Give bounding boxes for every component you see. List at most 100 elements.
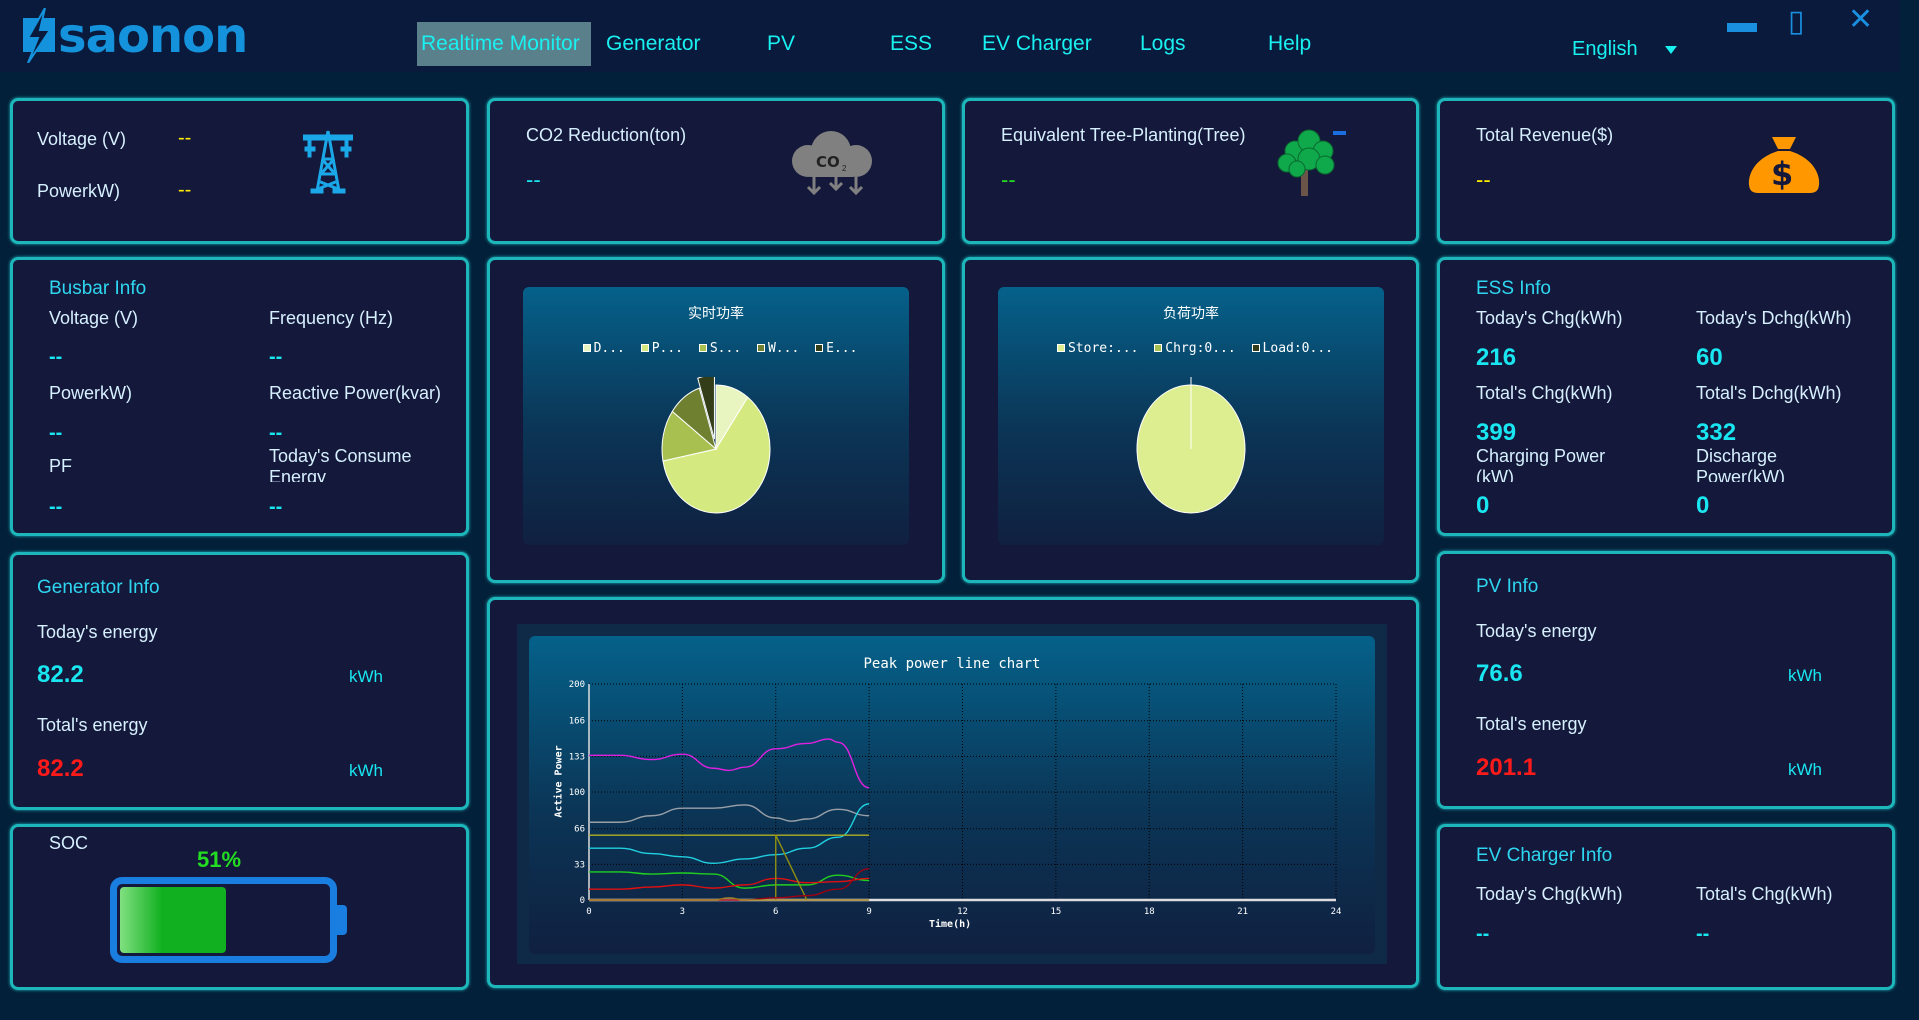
generator-total-label: Total's energy (37, 715, 148, 735)
saonon-logo: saonon (23, 8, 248, 63)
voltage-label: Voltage (V) (37, 129, 127, 149)
y-tick-label: 100 (569, 788, 585, 798)
reactive-power-value: -- (269, 422, 283, 444)
pie1-svg (661, 377, 771, 514)
ev-today-label: Today's Chg(kWh) (1476, 884, 1623, 904)
series-line (589, 867, 870, 901)
nav-realtime-monitor[interactable]: Realtime Monitor (417, 22, 591, 66)
nav-ess[interactable]: ESS (890, 32, 933, 55)
nav-ev-charger[interactable]: EV Charger (982, 32, 1092, 55)
peak-power-chart: Peak power line chart 0 3 6 9 12 15 18 21 24 0 33 6… (529, 636, 1375, 954)
legend-swatch (815, 344, 824, 352)
revenue-value: -- (1476, 167, 1491, 192)
x-tick-label: 6 (773, 907, 778, 917)
legend-swatch (1056, 344, 1065, 352)
header: saonon Realtime Monitor Generator PV ESS… (0, 0, 1900, 72)
legend-item[interactable]: W... (767, 341, 800, 356)
pv-total-label: Total's energy (1476, 714, 1587, 734)
nav-help[interactable]: Help (1268, 32, 1312, 55)
power-label: PowerkW) (37, 181, 121, 201)
pie-slice[interactable] (697, 377, 715, 440)
realtime-power-card: 实时功率 D... P... S... W... E... (487, 257, 945, 583)
series-line (589, 804, 870, 823)
y-tick-label: 166 (569, 717, 585, 727)
nav-logs[interactable]: Logs (1140, 32, 1186, 55)
y-tick-label: 66 (574, 825, 585, 835)
ess-total-chg-label: Total's Chg(kWh) (1476, 383, 1613, 403)
legend-item[interactable]: Chrg:0... (1165, 341, 1236, 356)
power-value: -- (178, 179, 192, 201)
series-line (775, 834, 808, 901)
y-tick-label: 200 (569, 680, 585, 690)
series-line (589, 877, 870, 890)
ev-today-value: -- (1476, 923, 1490, 945)
legend-swatch (582, 344, 591, 352)
ess-title: ESS Info (1476, 278, 1551, 299)
minimize-icon[interactable]: ▬ (1727, 6, 1757, 39)
legend-item[interactable]: D... (593, 341, 625, 356)
soc-label: SOC (49, 833, 89, 853)
soc-value: 51% (197, 847, 242, 872)
ev-total-label: Total's Chg(kWh) (1696, 884, 1833, 904)
x-axis-label: Time(h) (929, 919, 972, 930)
x-tick-label: 12 (957, 907, 968, 917)
series-line (589, 803, 870, 864)
ess-card: ESS Info Today's Chg(kWh) 216 Today's Dc… (1437, 257, 1895, 536)
pv-today-unit: kWh (1788, 666, 1822, 685)
frequency-value: -- (269, 346, 283, 368)
pie1-title: 实时功率 (688, 306, 744, 322)
pv-total-unit: kWh (1788, 760, 1822, 779)
busbar-voltage-value: -- (49, 346, 63, 368)
tree-value: -- (1001, 167, 1016, 192)
frequency-label: Frequency (Hz) (269, 308, 394, 328)
nav-generator[interactable]: Generator (606, 32, 701, 55)
busbar-title: Busbar Info (49, 278, 147, 299)
pie-slice[interactable] (671, 387, 717, 451)
x-tick-label: 3 (680, 907, 685, 917)
pv-title: PV Info (1476, 576, 1539, 597)
tree-label: Equivalent Tree-Planting(Tree) (1001, 125, 1246, 145)
reactive-power-label: Reactive Power(kvar) (269, 383, 442, 403)
maximize-icon[interactable]: ▯ (1788, 5, 1805, 38)
busbar-card: Busbar Info Voltage (V) -- Frequency (Hz… (10, 257, 469, 536)
close-icon[interactable]: ✕ (1848, 3, 1874, 36)
co2-card: CO2 Reduction(ton) -- CO 2 (487, 98, 945, 244)
legend-item[interactable]: Store:... (1067, 341, 1139, 356)
pie2-svg (1136, 377, 1246, 514)
generator-card: Generator Info Today's energy 82.2 kWh T… (10, 552, 469, 810)
language-select[interactable]: English (1572, 38, 1638, 60)
legend-item[interactable]: P... (651, 341, 684, 356)
x-tick-label: 15 (1050, 907, 1061, 917)
chevron-down-icon[interactable] (1665, 46, 1677, 54)
tree-icon (1277, 129, 1346, 196)
discharge-power-value: 0 (1696, 492, 1710, 519)
pie1-legend: D... P... S... W... E... (523, 341, 909, 356)
load-power-chart: 负荷功率 Store:... Chrg:0... Load:0... (998, 287, 1384, 545)
generator-today-label: Today's energy (37, 622, 158, 642)
legend-item[interactable]: S... (709, 341, 742, 356)
y-tick-label: 133 (569, 752, 585, 762)
ess-today-chg-value: 216 (1476, 344, 1517, 371)
x-tick-label: 24 (1331, 907, 1342, 917)
discharge-power-label: Discharge Power(kW) (1696, 446, 1785, 482)
x-tick-label: 9 (866, 907, 871, 917)
legend-swatch (1251, 344, 1260, 352)
charging-power-value: 0 (1476, 492, 1490, 519)
y-tick-label: 0 (580, 896, 585, 906)
soc-card: SOC 51% (10, 824, 469, 990)
legend-item[interactable]: Load:0... (1262, 341, 1333, 356)
nav-pv[interactable]: PV (767, 32, 796, 55)
ess-today-chg-label: Today's Chg(kWh) (1476, 308, 1623, 328)
grid-card: Voltage (V) -- PowerkW) -- (10, 98, 469, 244)
series-line (589, 871, 870, 889)
generator-total-unit: kWh (349, 761, 383, 780)
pie-slice[interactable] (662, 396, 771, 514)
y-axis-label: Active Power (553, 745, 565, 818)
consume-energy-value: -- (269, 496, 283, 518)
ev-charger-card: EV Charger Info Today's Chg(kWh) -- Tota… (1437, 824, 1895, 990)
revenue-card: Total Revenue($) -- $ (1437, 98, 1895, 244)
co2-cloud-icon: CO 2 (792, 131, 872, 196)
battery-terminal (337, 905, 347, 935)
legend-item[interactable]: E... (826, 341, 858, 356)
series-line (589, 897, 870, 901)
